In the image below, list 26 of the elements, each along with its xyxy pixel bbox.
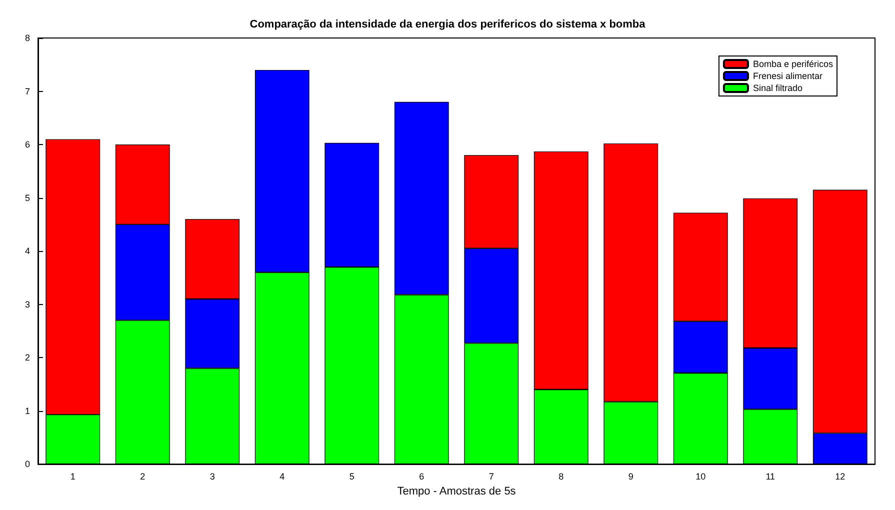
x-tick-label: 1: [70, 472, 76, 482]
y-tick-label: 4: [24, 246, 30, 256]
x-tick-label: 12: [835, 472, 846, 482]
x-axis-title: Tempo - Amostras de 5s: [397, 486, 516, 498]
y-tick-label: 8: [24, 33, 30, 43]
x-tick-label: 10: [696, 472, 706, 482]
x-tick-label: 3: [210, 472, 215, 482]
chart-title: Comparação da intensidade da energia dos perifericos do sistema x bomba: [250, 18, 646, 30]
x-tick-label: 6: [419, 472, 424, 482]
y-tick-label: 0: [24, 459, 30, 470]
x-tick-label: 2: [140, 472, 146, 482]
legend-label: Sinal filtrado: [752, 83, 802, 93]
x-tick-label: 7: [488, 472, 494, 482]
y-tick-label: 5: [24, 192, 30, 203]
x-tick-label: 5: [349, 472, 354, 482]
x-tick-label: 11: [766, 472, 776, 482]
y-tick-label: 7: [24, 86, 30, 96]
x-tick-label: 8: [558, 472, 564, 482]
legend-label: Frenesi alimentar: [752, 71, 822, 81]
y-tick-label: 3: [24, 299, 30, 310]
y-tick-label: 2: [24, 352, 30, 363]
legend-label: Bomba e periféricos: [752, 59, 834, 69]
y-tick-label: 1: [24, 406, 30, 416]
x-tick-label: 4: [280, 472, 285, 482]
x-tick-label: 9: [628, 472, 634, 482]
y-tick-label: 6: [24, 140, 30, 150]
